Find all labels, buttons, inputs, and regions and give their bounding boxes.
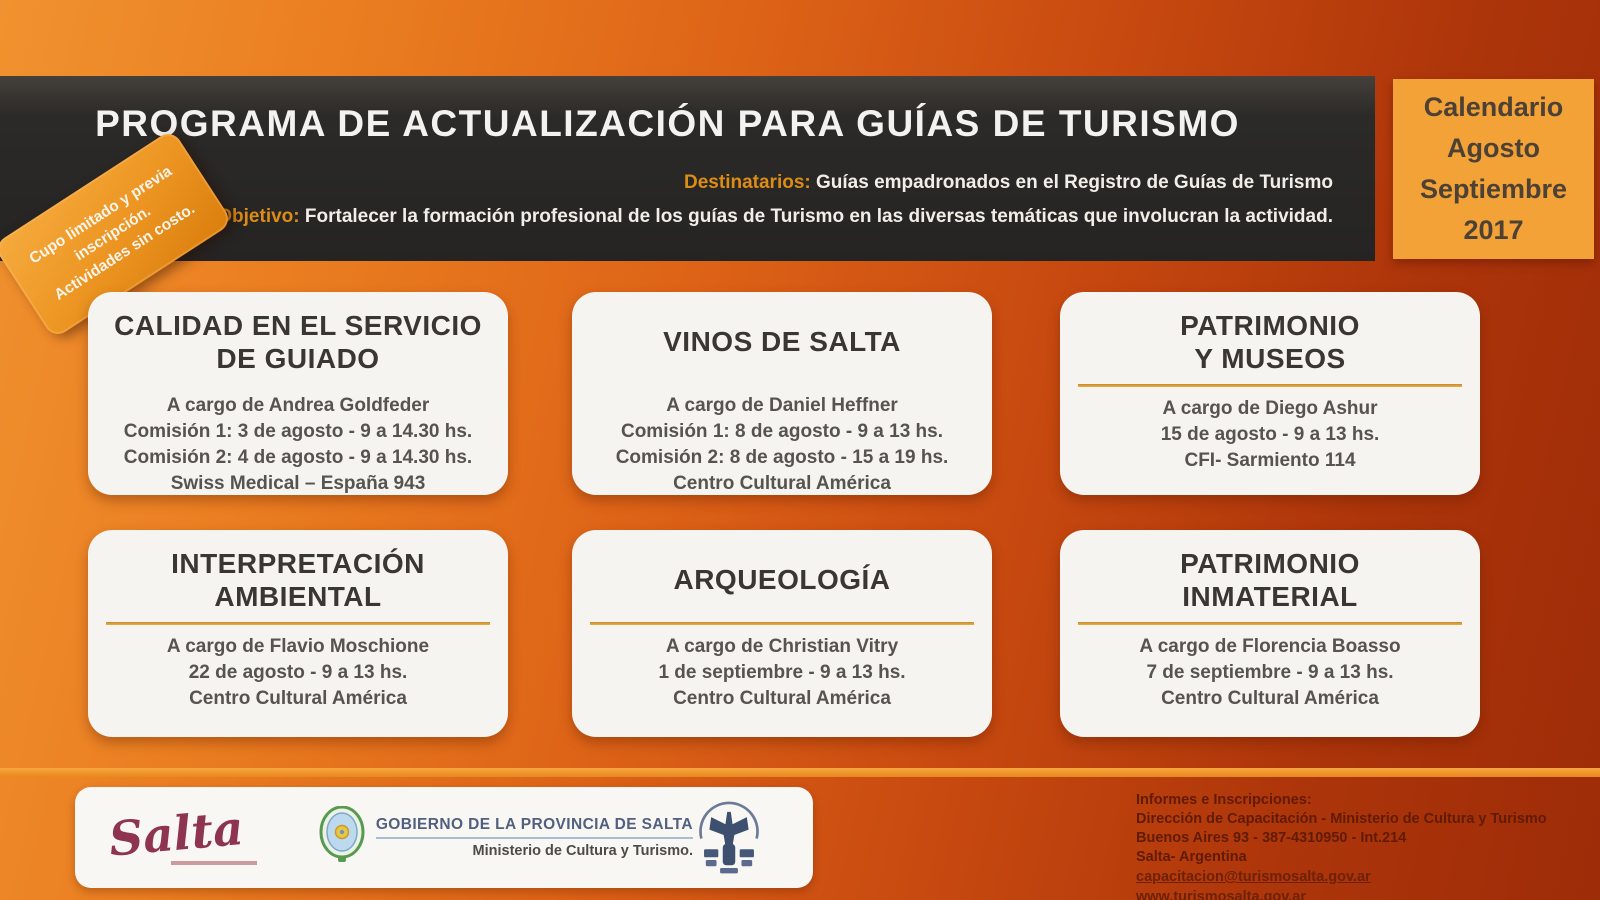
course-detail-line: 1 de septiembre - 9 a 13 hs.	[658, 662, 906, 684]
course-detail-line: A cargo de Diego Ashur	[1162, 398, 1378, 419]
contact-block: Informes e Inscripciones: Dirección de C…	[1136, 791, 1586, 900]
government-logo: GOBIERNO DE LA PROVINCIA DE SALTA Minist…	[318, 805, 693, 869]
destinatarios-label: Destinatarios:	[684, 172, 811, 193]
course-details: A cargo de Florencia Boasso 7 de septiem…	[1060, 634, 1480, 712]
calendar-badge: Calendario Agosto Septiembre 2017	[1393, 79, 1594, 259]
course-title: PATRIMONIO INMATERIAL	[1180, 547, 1360, 612]
objetivo-label: Objetivo:	[217, 206, 300, 227]
footer-divider	[0, 768, 1600, 777]
course-detail-line: Swiss Medical – España 943	[170, 473, 426, 495]
contact-city: Salta- Argentina	[1136, 849, 1247, 865]
course-title: PATRIMONIO Y MUSEOS	[1180, 309, 1360, 374]
calendar-line-2: Agosto	[1447, 132, 1540, 163]
objetivo-line: Objetivo: Fortalecer la formación profes…	[217, 206, 1333, 228]
course-detail-line: Centro Cultural América	[189, 688, 407, 710]
course-details: A cargo de Diego Ashur 15 de agosto - 9 …	[1060, 396, 1480, 474]
course-details: A cargo de Flavio Moschione 22 de agosto…	[88, 634, 508, 712]
calendar-line-4: 2017	[1463, 215, 1524, 246]
contact-address-phone: Buenos Aires 93 - 387-4310950 - Int.214	[1136, 830, 1407, 846]
course-card-arqueologia: ARQUEOLOGÍA A cargo de Christian Vitry 1…	[572, 530, 992, 737]
course-separator	[1078, 384, 1462, 387]
course-card-interpretacion: INTERPRETACIÓN AMBIENTAL A cargo de Flav…	[88, 530, 508, 737]
destinatarios-text: Guías empadronados en el Registro de Guí…	[816, 172, 1333, 193]
contact-heading: Informes e Inscripciones:	[1136, 792, 1312, 808]
course-title: VINOS DE SALTA	[663, 326, 901, 358]
course-title: ARQUEOLOGÍA	[673, 564, 891, 596]
course-separator	[590, 622, 974, 625]
salta-logo-subline	[171, 861, 257, 865]
course-detail-line: Comisión 1: 3 de agosto - 9 a 14.30 hs.	[123, 421, 473, 443]
header-band: PROGRAMA DE ACTUALIZACIÓN PARA GUÍAS DE …	[0, 76, 1375, 261]
course-detail-line: Comisión 1: 8 de agosto - 9 a 13 hs.	[620, 421, 944, 443]
course-card-patrimonio-museos: PATRIMONIO Y MUSEOS A cargo de Diego Ash…	[1060, 292, 1480, 495]
calendar-line-1: Calendario	[1423, 91, 1564, 122]
course-detail-line: Centro Cultural América	[1161, 688, 1379, 710]
course-detail-line: Centro Cultural América	[673, 688, 891, 710]
course-separator	[1078, 622, 1462, 625]
salta-logo-text: Salta	[106, 801, 246, 868]
course-card-patrimonio-inmaterial: PATRIMONIO INMATERIAL A cargo de Florenc…	[1060, 530, 1480, 737]
email-link[interactable]: capacitacion@turismosalta.gov.ar	[1136, 869, 1371, 885]
page-title: PROGRAMA DE ACTUALIZACIÓN PARA GUÍAS DE …	[95, 103, 1240, 144]
course-detail-line: CFI- Sarmiento 114	[1184, 450, 1356, 472]
course-card-vinos: VINOS DE SALTA A cargo de Daniel Heffner…	[572, 292, 992, 495]
course-detail-line: 7 de septiembre - 9 a 13 hs.	[1146, 662, 1394, 684]
course-separator	[106, 622, 490, 625]
objetivo-text: Fortalecer la formación profesional de l…	[304, 206, 1333, 227]
course-detail-line: Comisión 2: 4 de agosto - 9 a 14.30 hs.	[123, 447, 473, 469]
contact-department: Dirección de Capacitación - Ministerio d…	[1136, 811, 1547, 827]
course-detail-line: A cargo de Daniel Heffner	[666, 395, 898, 416]
ministry-name: Ministerio de Cultura y Turismo.	[472, 843, 693, 859]
calendar-line-3: Septiembre	[1419, 174, 1568, 204]
course-detail-line: A cargo de Andrea Goldfeder	[166, 395, 430, 416]
course-detail-line: 22 de agosto - 9 a 13 hs.	[188, 662, 408, 684]
website-link[interactable]: www.turismosalta.gov.ar	[1136, 889, 1307, 900]
government-name: GOBIERNO DE LA PROVINCIA DE SALTA	[375, 816, 693, 839]
course-detail-line: 15 de agosto - 9 a 13 hs.	[1160, 424, 1380, 446]
course-detail-line: Comisión 2: 8 de agosto - 15 a 19 hs.	[615, 447, 949, 469]
course-title: INTERPRETACIÓN AMBIENTAL	[171, 547, 425, 612]
course-title: CALIDAD EN EL SERVICIO DE GUIADO	[114, 309, 482, 374]
course-detail-line: A cargo de Christian Vitry	[665, 636, 899, 657]
course-detail-line: A cargo de Florencia Boasso	[1139, 636, 1401, 657]
course-details: A cargo de Christian Vitry 1 de septiemb…	[572, 634, 992, 712]
destinatarios-line: Destinatarios: Guías empadronados en el …	[684, 172, 1333, 194]
course-details: A cargo de Daniel Heffner Comisión 1: 8 …	[572, 393, 992, 497]
course-detail-line: A cargo de Flavio Moschione	[166, 636, 430, 657]
course-detail-line: Centro Cultural América	[673, 473, 891, 495]
course-card-calidad: CALIDAD EN EL SERVICIO DE GUIADO A cargo…	[88, 292, 508, 495]
gov-crest-icon	[318, 805, 366, 869]
logo-bar: Salta GOBIERNO DE LA PROVINCIA DE SALTA …	[75, 787, 813, 888]
government-text: GOBIERNO DE LA PROVINCIA DE SALTA Minist…	[375, 816, 693, 859]
course-details: A cargo de Andrea Goldfeder Comisión 1: …	[88, 393, 508, 497]
salta-logo: Salta	[107, 801, 262, 868]
asgt-emblem-icon	[693, 794, 765, 881]
